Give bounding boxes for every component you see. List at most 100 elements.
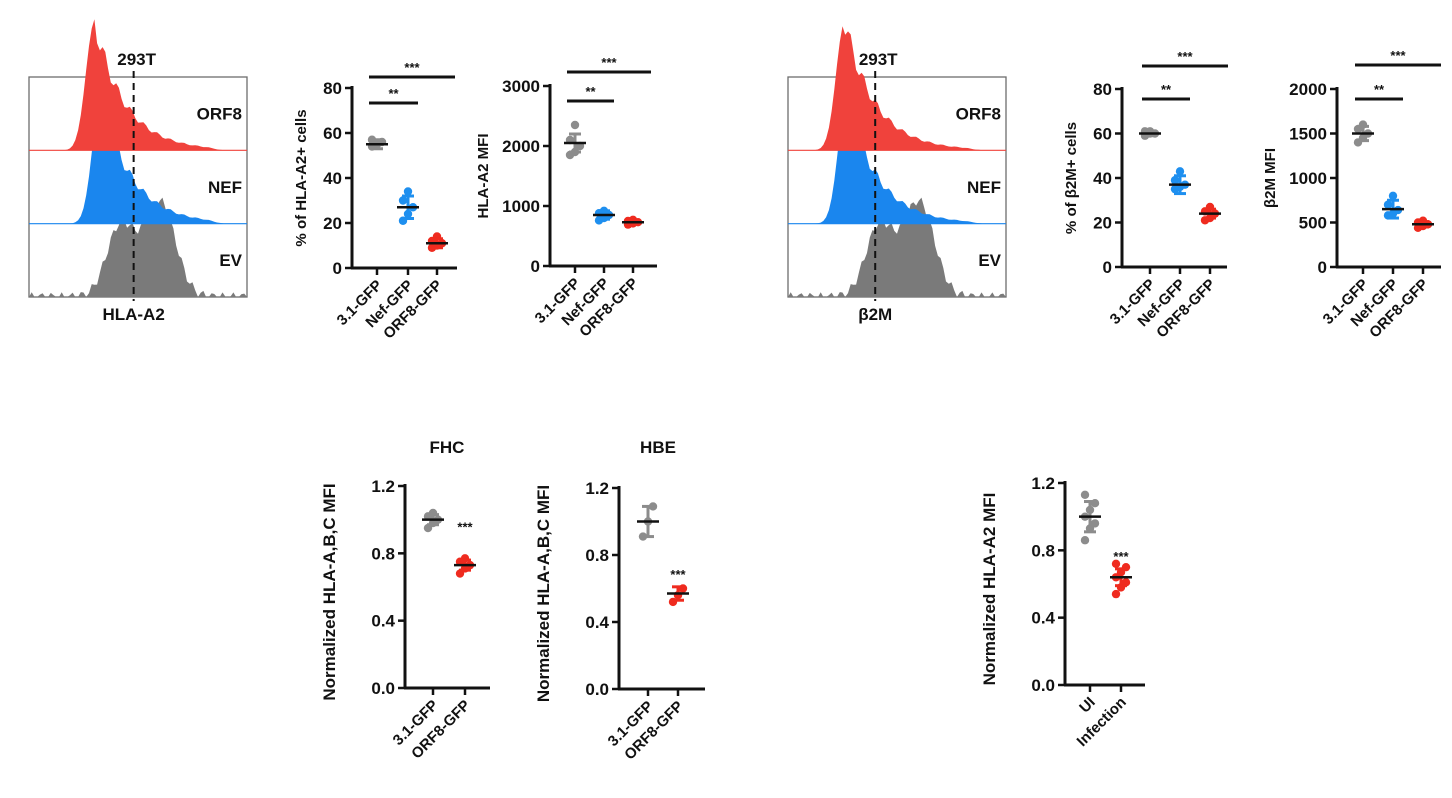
histogram-orf8 [788, 26, 1006, 151]
series-3.1-GFP [564, 120, 586, 160]
y-tick-label: 0.0 [371, 679, 395, 698]
y-tick-label: 20 [323, 214, 342, 233]
y-tick-label: 0.8 [371, 544, 395, 563]
y-tick-label: 500 [1299, 214, 1327, 233]
series-3.1-GFP [1352, 120, 1374, 147]
track-label-ev: EV [978, 251, 1001, 270]
y-tick-label: 0.8 [1031, 541, 1055, 560]
significance-label: *** [457, 520, 473, 535]
data-point [1388, 191, 1398, 200]
y-tick-label: 80 [323, 79, 342, 98]
data-point [1111, 559, 1121, 568]
series-ORF8-GFP [426, 232, 448, 252]
y-tick-label: 0 [1103, 258, 1112, 277]
significance-label: ** [1374, 82, 1385, 97]
y-tick-label: 1500 [1289, 125, 1327, 144]
chart-hist-hla-a2: 293T EV NEF ORF8 HLA-A2 [28, 19, 248, 324]
y-tick-label: 2000 [502, 137, 540, 156]
significance-label: ** [388, 86, 399, 101]
significance-label: *** [1390, 48, 1406, 63]
series-ORF8-GFP [454, 554, 476, 578]
chart-hist-b2m: 293T EV NEF ORF8 β2M [787, 26, 1007, 324]
panel-title: 293T [859, 50, 898, 69]
y-tick-label: 0.0 [1031, 676, 1055, 695]
y-axis-title: Normalized HLA-A2 MFI [980, 493, 999, 686]
y-tick-label: 40 [1093, 169, 1112, 188]
series-3.1-GFP [366, 135, 388, 151]
panel-title: 293T [117, 50, 156, 69]
series-UI [1079, 490, 1101, 545]
y-axis-title: β2M MFI [1262, 148, 1279, 208]
y-tick-label: 0 [531, 257, 540, 276]
y-tick-label: 1.2 [371, 477, 395, 496]
y-axis-title: % of β2M+ cells [1063, 122, 1080, 234]
track-label-orf8: ORF8 [197, 105, 242, 124]
series-Nef-GFP [1169, 167, 1191, 196]
y-axis-title: Normalized HLA-A,B,C MFI [320, 483, 339, 700]
track-label-ev: EV [219, 251, 242, 270]
data-point [1111, 589, 1121, 599]
significance-label: *** [1113, 549, 1129, 564]
data-point [1170, 176, 1180, 185]
series-Nef-GFP [1382, 191, 1404, 220]
panel-title: HBE [640, 438, 676, 457]
series-3.1-GFP [1139, 127, 1161, 140]
y-tick-label: 1000 [1289, 169, 1327, 188]
y-tick-label: 80 [1093, 80, 1112, 99]
y-tick-label: 60 [1093, 125, 1112, 144]
y-tick-label: 40 [323, 169, 342, 188]
histogram-ev [29, 197, 247, 297]
panel-title: FHC [430, 438, 465, 457]
significance-label: *** [404, 60, 420, 75]
y-axis-title: HLA-A2 MFI [475, 134, 492, 219]
y-tick-label: 3000 [502, 77, 540, 96]
data-point [398, 196, 408, 205]
series-ORF8-GFP [1412, 216, 1434, 233]
y-tick-label: 0.8 [585, 546, 609, 565]
series-Nef-GFP [593, 206, 615, 225]
y-tick-label: 1.2 [1031, 474, 1055, 493]
series-3.1-GFP [422, 508, 444, 533]
series-3.1-GFP [637, 502, 659, 541]
data-point [403, 187, 413, 196]
y-tick-label: 0.4 [371, 612, 395, 631]
series-ORF8-GFP [667, 584, 689, 607]
track-label-nef: NEF [967, 178, 1001, 197]
y-tick-label: 0.4 [1031, 609, 1055, 628]
data-point [1383, 200, 1393, 209]
histogram-orf8 [29, 19, 247, 151]
data-point [1090, 519, 1100, 528]
data-point [1175, 167, 1185, 176]
x-axis-title: HLA-A2 [102, 305, 164, 324]
track-label-orf8: ORF8 [956, 105, 1001, 124]
series-ORF8-GFP [622, 215, 644, 229]
significance-label: *** [670, 567, 686, 582]
y-tick-label: 0 [333, 259, 342, 278]
y-axis-title: Normalized HLA-A,B,C MFI [534, 485, 553, 702]
histogram-nef [29, 95, 247, 224]
data-point [1080, 490, 1090, 499]
significance-label: ** [585, 84, 596, 99]
histogram-ev [788, 197, 1006, 297]
significance-label: *** [1177, 49, 1193, 64]
x-axis-title: β2M [858, 305, 892, 324]
y-tick-label: 60 [323, 124, 342, 143]
data-point [570, 120, 580, 130]
x-tick-label: UI [1076, 694, 1099, 717]
y-tick-label: 0 [1318, 258, 1327, 277]
y-tick-label: 20 [1093, 214, 1112, 233]
track-label-nef: NEF [208, 178, 242, 197]
y-axis-title: % of HLA-A2+ cells [293, 109, 310, 246]
significance-label: ** [1161, 82, 1172, 97]
data-point [1080, 536, 1090, 545]
y-tick-label: 1.2 [585, 479, 609, 498]
significance-label: *** [601, 55, 617, 70]
